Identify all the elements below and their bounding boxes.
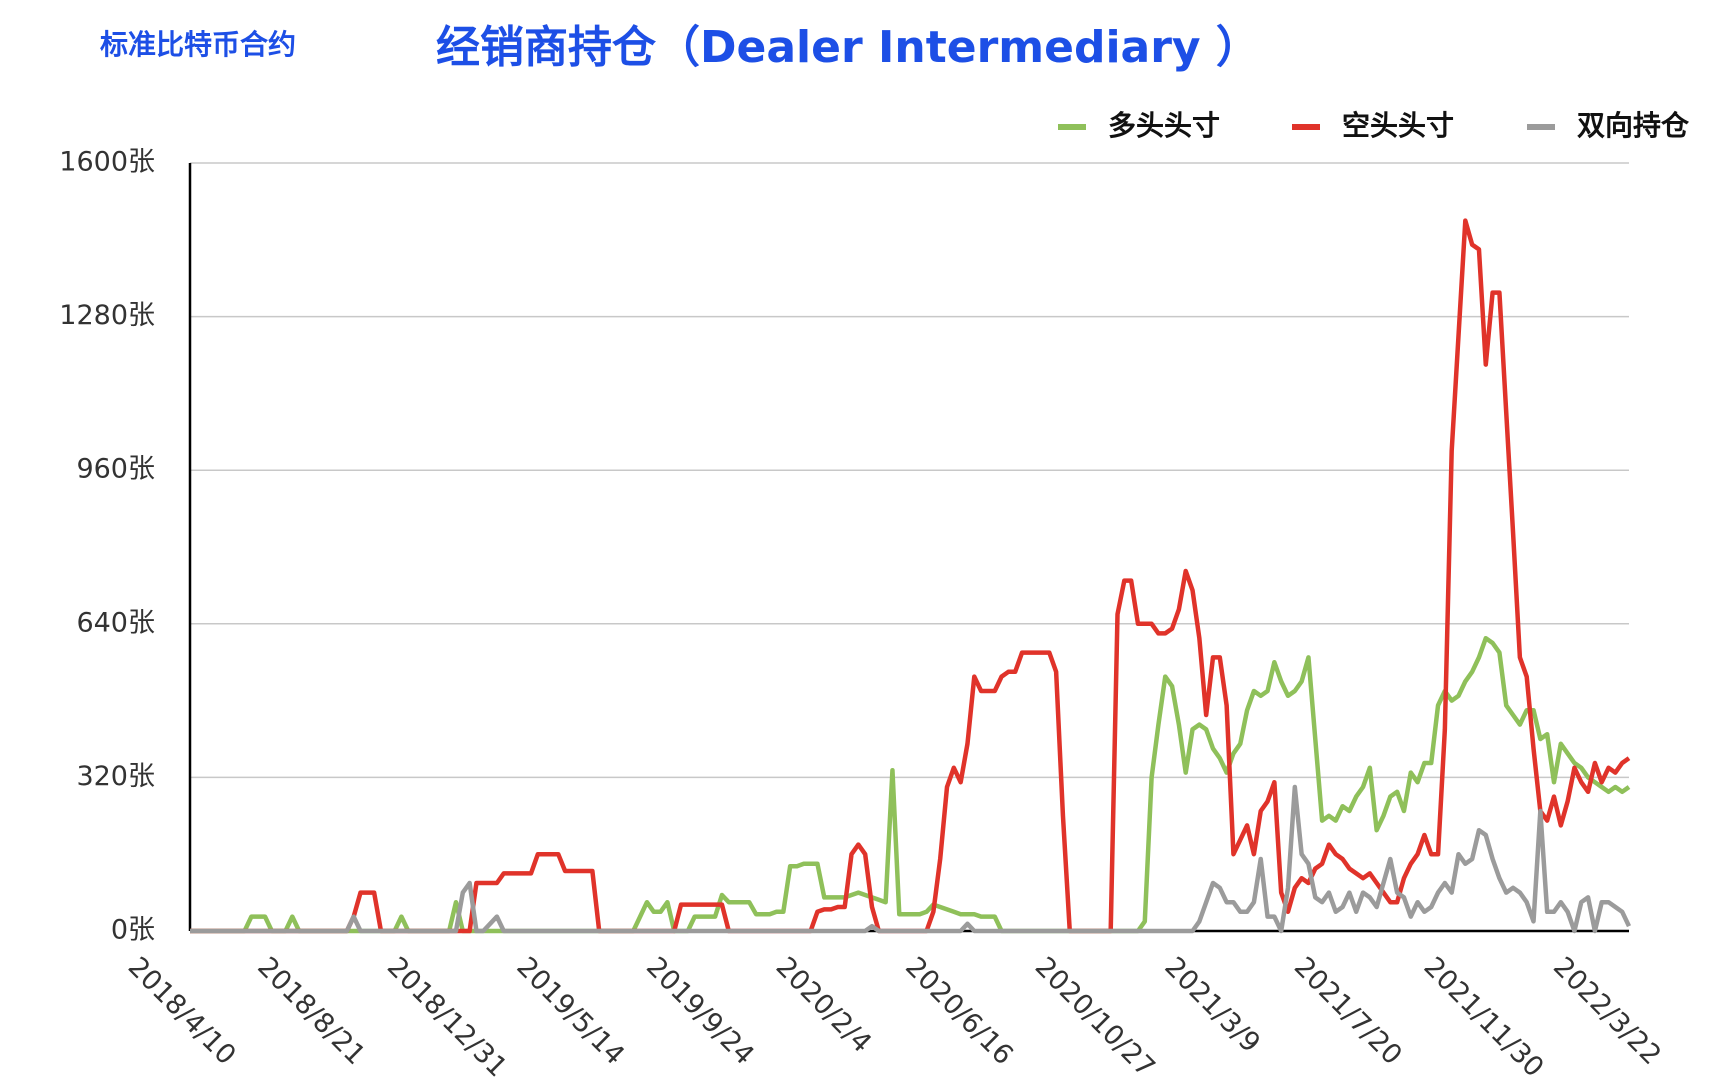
series-line [190, 784, 1632, 934]
chart-title: 经销商持仓（Dealer Intermediary ） [436, 22, 1260, 73]
x-tick-label: 2019/9/24 [640, 951, 760, 1071]
x-tick-label: 2020/2/4 [770, 951, 878, 1059]
y-tick-label: 640张 [76, 607, 155, 638]
y-tick-label: 1280张 [59, 300, 155, 331]
chart-subtitle: 标准比特币合约 [100, 28, 296, 61]
x-tick-label: 2022/3/22 [1547, 951, 1667, 1071]
legend-label: 多头头寸 [1108, 109, 1220, 142]
y-tick-label: 0张 [111, 915, 155, 946]
x-tick-label: 2020/6/16 [899, 951, 1019, 1071]
x-tick-label: 2021/3/9 [1158, 951, 1266, 1059]
x-tick-label: 2021/7/20 [1288, 951, 1408, 1071]
x-tick-label: 2018/8/21 [251, 951, 371, 1071]
legend-label: 空头头寸 [1342, 109, 1454, 142]
x-tick-label: 2018/12/31 [381, 951, 513, 1083]
y-tick-label: 320张 [76, 761, 155, 792]
y-tick-label: 1600张 [59, 147, 155, 178]
x-tick-label: 2021/11/30 [1418, 951, 1550, 1083]
y-tick-label: 960张 [76, 454, 155, 485]
x-tick-label: 2019/5/14 [510, 951, 630, 1071]
x-tick-label: 2018/4/10 [122, 951, 242, 1071]
series-line [190, 635, 1631, 934]
series-line [190, 218, 1631, 934]
legend-label: 双向持仓 [1577, 109, 1690, 142]
x-tick-label: 2020/10/27 [1029, 951, 1161, 1083]
